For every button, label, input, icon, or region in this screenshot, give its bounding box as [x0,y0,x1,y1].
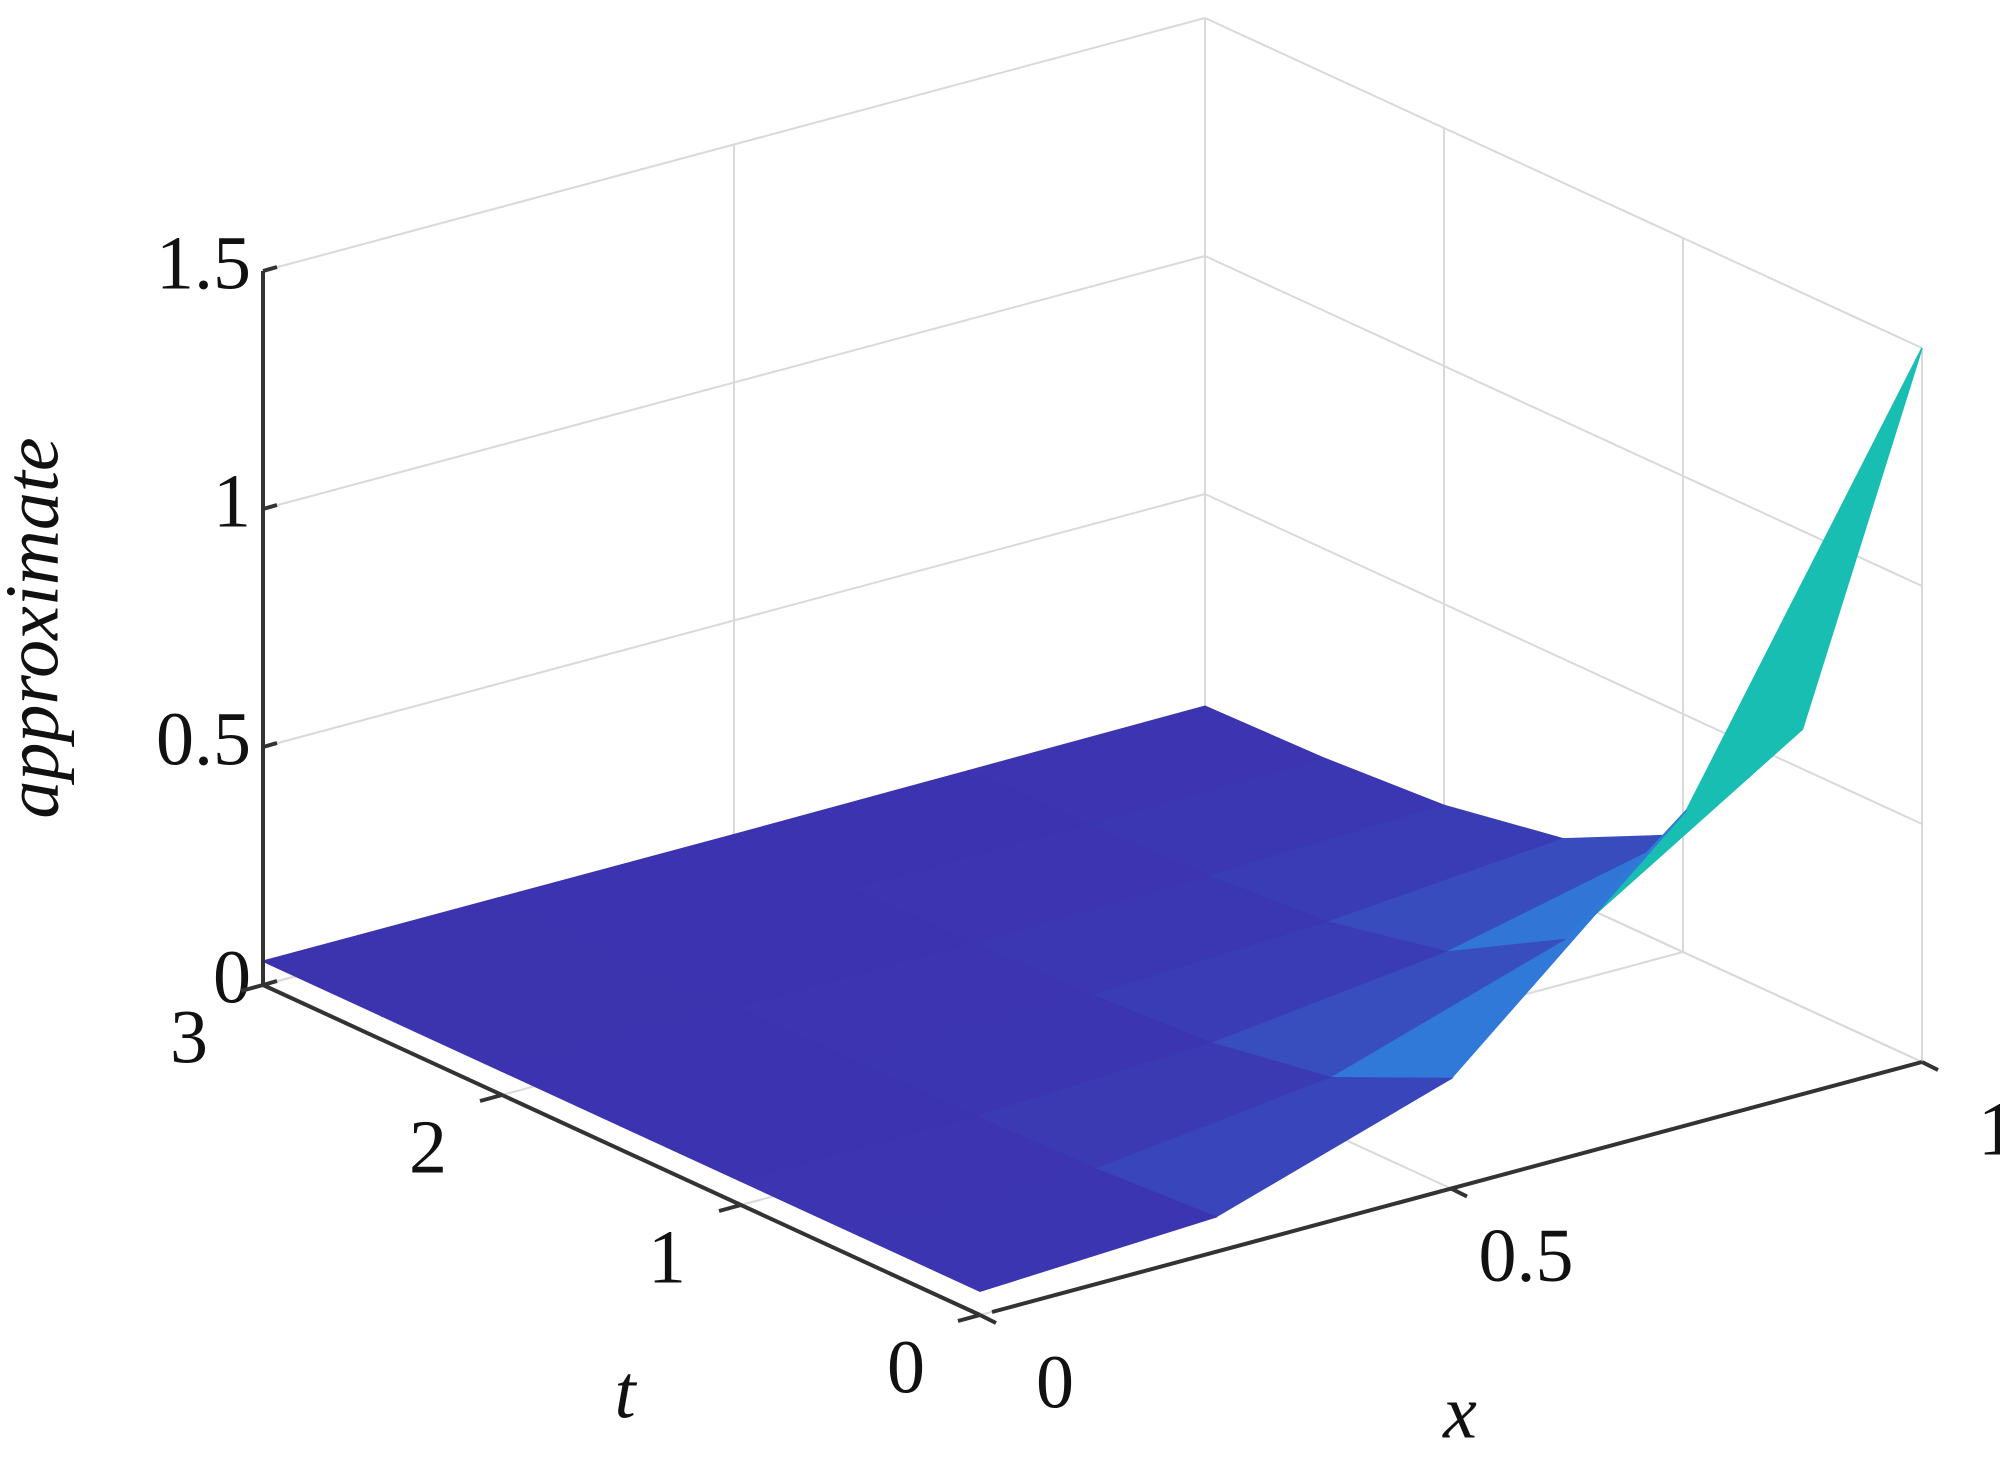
x-tick [1450,1186,1468,1199]
x-tick [1921,1060,1939,1072]
t-tick-label: 0 [887,1325,925,1409]
grid-line [262,255,1206,510]
x-tick-label: 0 [1036,1340,1074,1424]
grid-line [1204,255,1923,587]
t-tick-label: 2 [409,1105,447,1189]
grid-line [1204,17,1923,349]
t-axis-label: t [614,1350,637,1434]
z-axis-label: approximate [0,437,74,818]
grid-line [262,493,1206,748]
x-tick-label: 0.5 [1479,1214,1574,1298]
t-tick-label: 1 [648,1215,686,1299]
x-tick [979,1313,997,1325]
z-tick [262,979,278,987]
grid-line [1204,493,1923,825]
t-tick [957,1313,981,1323]
x-tick-label: 1 [1978,1087,2000,1171]
t-axis [262,983,981,1317]
grid-line [262,17,1206,272]
t-tick-label: 3 [170,995,208,1079]
z-tick-label: 0 [213,935,251,1019]
t-tick [240,983,264,993]
surface-cell [858,1168,1218,1293]
t-tick [718,1203,742,1213]
x-axis-label: x [1442,1370,1477,1454]
z-tick-label: 0.5 [156,697,251,781]
z-tick-label: 1 [213,459,251,543]
z-tick-label: 1.5 [156,221,251,305]
z-tick [262,503,278,511]
x-axis [991,1060,1923,1314]
z-tick [262,265,278,273]
z-tick [262,741,278,749]
t-tick [479,1093,503,1103]
